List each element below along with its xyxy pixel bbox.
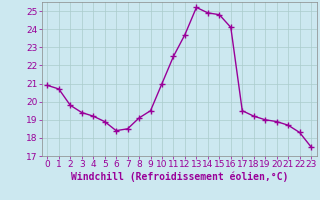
X-axis label: Windchill (Refroidissement éolien,°C): Windchill (Refroidissement éolien,°C): [70, 172, 288, 182]
